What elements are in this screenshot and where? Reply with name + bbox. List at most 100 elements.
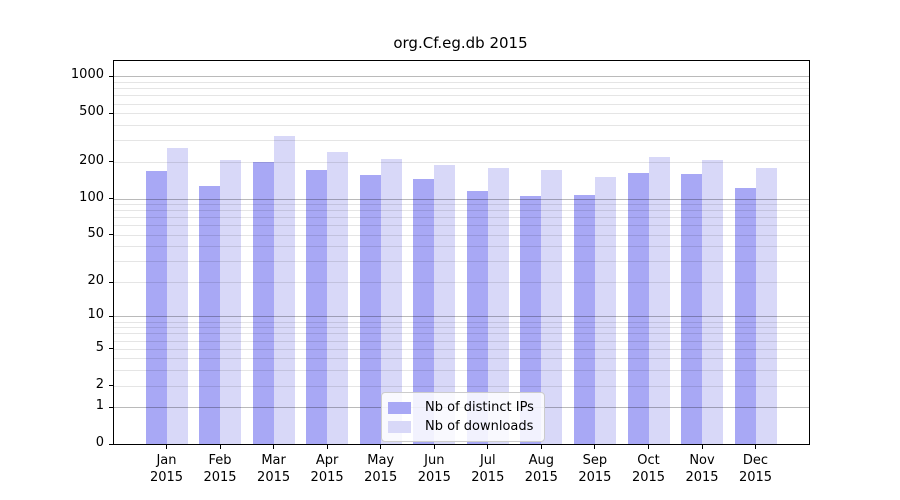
y-tick-label: 5	[95, 339, 104, 355]
x-tick-label: Jun 2015	[407, 452, 461, 486]
bar-distinct-ips	[359, 175, 381, 444]
y-tick-mark	[109, 112, 113, 114]
bar-downloads	[487, 168, 509, 444]
bar-distinct-ips	[466, 190, 488, 444]
x-tick-year: 2015	[364, 470, 398, 485]
x-tick-mark	[540, 444, 542, 449]
bar-downloads	[594, 177, 616, 444]
legend-row-distinct-ips: Nb of distinct IPs	[388, 398, 534, 417]
x-tick-month: Dec	[742, 453, 769, 468]
bar-downloads	[166, 148, 188, 444]
x-tick-mark	[326, 444, 328, 449]
x-tick-mark	[594, 444, 596, 449]
x-tick-mark	[433, 444, 435, 449]
bar-distinct-ips	[520, 195, 542, 444]
y-tick-mark	[109, 281, 113, 283]
x-tick-month: May	[367, 453, 395, 468]
y-tick-label: 200	[79, 152, 104, 168]
bar-downloads	[273, 136, 295, 444]
y-tick-mark	[109, 234, 113, 236]
y-tick-label: 20	[87, 273, 104, 288]
y-tick-label: 500	[79, 104, 104, 120]
legend-label-downloads: Nb of downloads	[425, 419, 534, 434]
y-tick-label: 10	[87, 307, 104, 323]
x-tick-year: 2015	[631, 470, 666, 485]
y-tick-label: 50	[87, 225, 104, 241]
bar-downloads	[541, 169, 563, 444]
legend-swatch-downloads	[388, 420, 411, 433]
x-tick-label: Jan 2015	[140, 452, 194, 486]
bars-layer	[114, 61, 809, 444]
y-tick-mark	[109, 348, 113, 350]
bar-distinct-ips	[734, 188, 756, 444]
y-tick-label: 0	[95, 435, 104, 450]
bar-downloads	[220, 159, 241, 444]
x-tick-year: 2015	[471, 470, 505, 485]
bar-distinct-ips	[573, 194, 595, 444]
x-tick-label: Nov 2015	[675, 452, 729, 486]
bar-downloads	[702, 160, 723, 444]
bar-distinct-ips	[252, 162, 274, 444]
x-tick-year: 2015	[310, 470, 344, 485]
x-tick-label: Apr 2015	[300, 452, 354, 486]
x-tick-month: Feb	[208, 453, 232, 468]
x-tick-month: Jun	[424, 453, 445, 468]
chart-title: org.Cf.eg.db 2015	[393, 34, 528, 52]
bar-distinct-ips	[306, 169, 328, 444]
bar-distinct-ips	[145, 170, 167, 444]
bar-distinct-ips	[627, 173, 649, 444]
x-tick-month: Nov	[689, 453, 715, 468]
bar-distinct-ips	[413, 178, 435, 444]
x-tick-mark	[273, 444, 275, 449]
x-tick-year: 2015	[203, 470, 237, 485]
x-tick-mark	[755, 444, 756, 449]
bar-distinct-ips	[681, 174, 702, 444]
x-tick-year: 2015	[685, 470, 719, 485]
x-tick-year: 2015	[578, 470, 612, 485]
bar-downloads	[755, 167, 777, 444]
x-tick-label: May 2015	[354, 452, 408, 486]
y-tick-label: 1000	[70, 67, 104, 83]
y-tick-label: 2	[95, 376, 104, 392]
legend: Nb of distinct IPs Nb of downloads	[381, 392, 545, 442]
x-tick-label: Feb 2015	[193, 452, 247, 486]
x-tick-mark	[219, 444, 221, 449]
x-tick-mark	[380, 444, 382, 449]
x-tick-month: Jul	[479, 453, 496, 468]
legend-row-downloads: Nb of downloads	[388, 417, 534, 436]
plot-area: Nb of distinct IPs Nb of downloads Jan 20…	[109, 60, 810, 485]
bar-downloads	[327, 152, 349, 444]
x-tick-year: 2015	[149, 470, 184, 485]
x-tick-mark	[701, 444, 703, 449]
x-tick-label: Mar 2015	[247, 452, 301, 486]
x-tick-year: 2015	[738, 470, 773, 485]
y-tick-label: 1	[95, 398, 104, 414]
x-tick-month: Apr	[315, 453, 339, 468]
y-tick-mark	[109, 75, 113, 77]
y-tick-mark	[109, 161, 113, 163]
bar-downloads	[380, 158, 402, 444]
y-tick-mark	[109, 385, 113, 387]
bar-downloads	[434, 164, 456, 444]
y-tick-mark	[109, 315, 113, 317]
x-tick-year: 2015	[524, 470, 558, 485]
x-tick-month: Jan	[156, 453, 177, 468]
legend-label-distinct-ips: Nb of distinct IPs	[425, 400, 534, 415]
y-tick-mark	[109, 443, 113, 445]
x-tick-mark	[487, 444, 489, 449]
x-tick-label: Sep 2015	[568, 452, 622, 486]
x-tick-label: Aug 2015	[514, 452, 568, 486]
x-tick-mark	[166, 444, 167, 449]
x-tick-label: Oct 2015	[622, 452, 676, 486]
bar-distinct-ips	[199, 186, 220, 444]
x-tick-month: Oct	[637, 453, 660, 468]
x-tick-year: 2015	[257, 470, 291, 485]
legend-swatch-distinct-ips	[388, 401, 411, 414]
x-tick-year: 2015	[417, 470, 451, 485]
x-tick-label: Dec 2015	[729, 452, 783, 486]
x-tick-month: Sep	[582, 453, 608, 468]
bar-downloads	[648, 156, 670, 444]
y-tick-label: 100	[79, 189, 104, 205]
y-tick-mark	[109, 198, 113, 199]
